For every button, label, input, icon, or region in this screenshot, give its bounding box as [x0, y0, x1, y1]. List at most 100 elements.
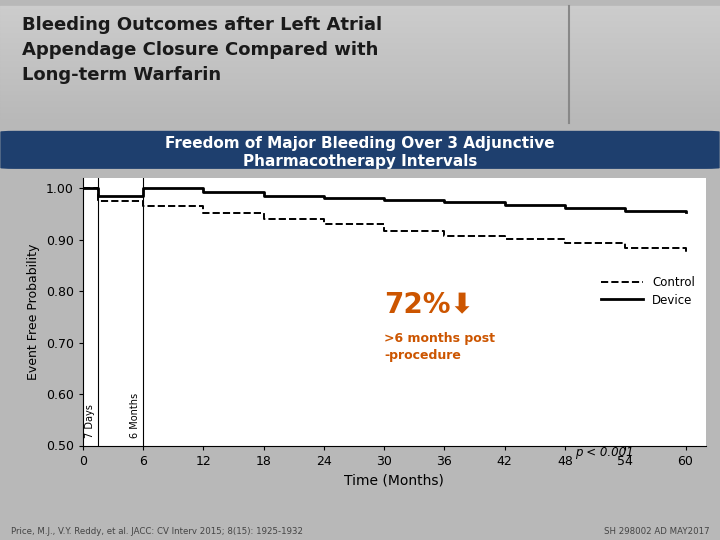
Device — [561, 205, 570, 211]
Bar — [0, 63, 720, 64]
Bar — [0, 48, 720, 50]
Device — [199, 189, 207, 195]
Device — [380, 197, 389, 203]
Bar — [0, 33, 720, 34]
Bar — [0, 15, 720, 17]
Bar — [0, 98, 720, 99]
Control — [94, 198, 102, 205]
Text: p < 0.001: p < 0.001 — [575, 446, 634, 459]
Bar — [0, 8, 720, 9]
Control — [139, 203, 148, 210]
Control — [78, 185, 87, 192]
Bar — [0, 19, 720, 20]
Control — [681, 249, 690, 256]
Control — [561, 240, 570, 247]
Device — [500, 202, 509, 208]
Control — [259, 216, 268, 222]
Bar — [0, 120, 720, 122]
Bar — [0, 60, 720, 61]
Bar — [0, 74, 720, 76]
Bar — [0, 83, 720, 84]
Bar — [0, 77, 720, 78]
Bar — [0, 76, 720, 77]
Bar — [0, 24, 720, 25]
Legend: Control, Device: Control, Device — [597, 271, 700, 311]
Text: 7 Days: 7 Days — [85, 404, 95, 438]
Bar — [0, 64, 720, 65]
Bar — [0, 27, 720, 28]
Bar — [0, 73, 720, 74]
Bar — [0, 117, 720, 118]
Text: Pharmacotherapy Intervals: Pharmacotherapy Intervals — [243, 154, 477, 168]
Bar — [0, 31, 720, 32]
Bar — [0, 9, 720, 11]
Bar — [0, 72, 720, 73]
Bar — [0, 104, 720, 105]
Bar — [0, 6, 720, 7]
Bar — [0, 122, 720, 123]
Bar — [0, 7, 720, 8]
Bar — [0, 118, 720, 119]
Bar — [0, 99, 720, 100]
Bar — [0, 39, 720, 40]
Bar — [0, 105, 720, 106]
Bar — [0, 57, 720, 58]
Bar — [0, 90, 720, 91]
Bar — [0, 85, 720, 86]
Bar — [0, 84, 720, 85]
Bar — [0, 71, 720, 72]
Bar — [0, 11, 720, 12]
FancyBboxPatch shape — [0, 131, 720, 169]
Control — [500, 235, 509, 242]
Bar — [0, 12, 720, 13]
Bar — [0, 13, 720, 14]
Bar — [0, 67, 720, 69]
Text: 72%⬇: 72%⬇ — [384, 290, 474, 318]
Bar — [0, 97, 720, 98]
Bar — [0, 53, 720, 54]
Control — [380, 227, 389, 234]
Bar — [0, 80, 720, 82]
Bar — [0, 94, 720, 96]
Bar — [0, 89, 720, 90]
Bar — [0, 35, 720, 37]
Text: SH 298002 AD MAY2017: SH 298002 AD MAY2017 — [603, 526, 709, 536]
Bar — [0, 20, 720, 21]
Device — [320, 194, 328, 201]
Bar — [0, 26, 720, 27]
Bar — [0, 58, 720, 59]
Device — [139, 185, 148, 192]
Bar — [0, 17, 720, 18]
Bar — [0, 46, 720, 47]
Bar — [0, 79, 720, 80]
Bar — [0, 116, 720, 117]
Device — [440, 199, 449, 206]
Bar — [0, 30, 720, 31]
Bar — [0, 18, 720, 19]
Bar — [0, 70, 720, 71]
Line: Device: Device — [83, 188, 685, 212]
Control — [199, 210, 207, 216]
Bar — [0, 32, 720, 33]
Bar — [0, 82, 720, 83]
X-axis label: Time (Months): Time (Months) — [344, 473, 444, 487]
Bar — [0, 38, 720, 39]
Bar — [0, 44, 720, 45]
Text: >6 months post
-procedure: >6 months post -procedure — [384, 333, 495, 362]
Bar — [0, 93, 720, 94]
Bar — [0, 119, 720, 120]
Control — [621, 245, 629, 251]
Bar — [0, 51, 720, 52]
Bar — [0, 56, 720, 57]
Y-axis label: Event Free Probability: Event Free Probability — [27, 244, 40, 380]
Bar — [0, 66, 720, 67]
Bar — [0, 110, 720, 111]
Text: Bleeding Outcomes after Left Atrial
Appendage Closure Compared with
Long-term Wa: Bleeding Outcomes after Left Atrial Appe… — [22, 16, 382, 84]
Bar — [0, 102, 720, 103]
Bar — [0, 111, 720, 112]
Bar — [0, 59, 720, 60]
Text: Freedom of Major Bleeding Over 3 Adjunctive: Freedom of Major Bleeding Over 3 Adjunct… — [165, 136, 555, 151]
Bar — [0, 45, 720, 46]
Bar — [0, 106, 720, 107]
Bar — [0, 91, 720, 92]
